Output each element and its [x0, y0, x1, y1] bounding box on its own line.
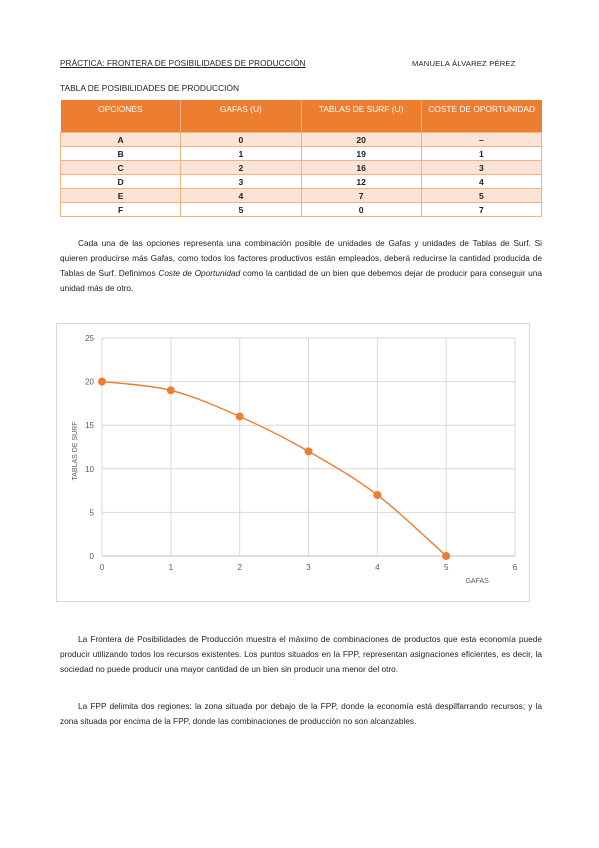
x-tick-label: 0	[100, 563, 105, 572]
y-tick-label: 10	[85, 465, 94, 474]
table-header-row: OPCIONES GAFAS (U) TABLAS DE SURF (U) CO…	[60, 100, 542, 133]
table-cell: 7	[300, 188, 422, 203]
data-point	[235, 412, 244, 421]
table-cell: 0	[180, 132, 302, 147]
opportunity-cost-paragraph: Cada una de las opciones representa una …	[60, 236, 542, 296]
y-tick-label: 0	[90, 552, 95, 561]
x-axis-label: GAFAS	[465, 578, 489, 585]
table-row: B 1 19 1	[59, 146, 543, 161]
ppf-definition-paragraph: La Frontera de Posibilidades de Producci…	[60, 632, 542, 677]
author-name: MANUELA ÁLVAREZ PÉREZ	[412, 59, 516, 68]
table-cell: 12	[300, 174, 422, 189]
data-point	[166, 386, 175, 395]
ppf-chart-svg: 0 5 10 15 20 25 0 1 2 3 4 5 6 GAFAS TABLAS DE SURF	[72, 334, 518, 585]
x-tick-label: 4	[375, 563, 380, 572]
y-tick-label: 25	[85, 334, 94, 343]
x-tick-label: 1	[169, 563, 174, 572]
table-row: E 4 7 5	[59, 188, 543, 203]
table-row: A 0 20 –	[59, 132, 543, 147]
table-cell: D	[59, 174, 182, 189]
table-cell: 19	[300, 146, 422, 161]
y-tick-label: 20	[85, 378, 94, 387]
y-tick-label: 15	[85, 421, 94, 430]
table-cell: 16	[300, 160, 422, 175]
table-cell: 3	[180, 174, 302, 189]
table-cell: 1	[180, 146, 302, 161]
ppf-chart: 0 5 10 15 20 25 0 1 2 3 4 5 6 GAFAS TABLAS DE SURF	[56, 323, 530, 602]
table-row: C 2 16 3	[59, 160, 543, 175]
paragraph-text: como la cantidad de un bien que debemos …	[60, 268, 542, 293]
column-header-options: OPCIONES	[60, 100, 182, 133]
data-point	[304, 447, 313, 456]
y-tick-label: 5	[90, 508, 95, 517]
paragraph-text: Cada una de las opciones representa una …	[60, 238, 542, 278]
opportunity-cost-term: Coste de Oportunidad	[158, 268, 241, 278]
table-cell: 4	[420, 174, 543, 189]
production-possibilities-table: OPCIONES GAFAS (U) TABLAS DE SURF (U) CO…	[59, 100, 543, 217]
data-point	[98, 377, 106, 386]
table-cell: A	[59, 132, 182, 147]
x-tick-label: 3	[306, 563, 311, 572]
table-cell: 5	[420, 188, 543, 203]
ppf-series-line	[101, 380, 447, 557]
practice-title: PRÁCTICA: FRONTERA DE POSIBILIDADES DE P…	[60, 59, 306, 68]
table-row: F 5 0 7	[59, 202, 543, 217]
table-cell: –	[420, 132, 543, 147]
column-header-surfboards: TABLAS DE SURF (U)	[301, 100, 422, 133]
table-cell: C	[59, 160, 182, 175]
table-row: D 3 12 4	[59, 174, 543, 189]
x-tick-label: 2	[237, 563, 242, 572]
table-cell: 2	[180, 160, 302, 175]
table-cell: 5	[180, 202, 302, 217]
table-cell: 3	[420, 160, 543, 175]
paragraph-text: La Frontera de Posibilidades de Producci…	[60, 634, 542, 674]
table-cell: 1	[420, 146, 543, 161]
table-cell: 7	[420, 202, 543, 217]
column-header-opportunity-cost: COSTE DE OPORTUNIDAD	[421, 100, 542, 133]
data-point	[373, 490, 382, 499]
x-tick-label: 5	[444, 563, 449, 572]
data-point	[442, 552, 451, 560]
table-cell: 0	[300, 202, 422, 217]
column-header-glasses: GAFAS (U)	[180, 100, 302, 133]
y-axis-label: TABLAS DE SURF	[72, 422, 79, 481]
x-tick-label: 6	[513, 563, 518, 572]
table-cell: E	[59, 188, 182, 203]
ppf-regions-paragraph: La FPP delimita dos regiones: la zona si…	[60, 699, 542, 729]
table-cell: 20	[300, 132, 422, 147]
table-cell: F	[59, 202, 182, 217]
table-cell: B	[59, 146, 182, 161]
table-cell: 4	[180, 188, 302, 203]
paragraph-text: La FPP delimita dos regiones: la zona si…	[60, 701, 542, 726]
table-caption: TABLA DE POSIBILIDADES DE PRODUCCIÓN	[60, 83, 240, 93]
